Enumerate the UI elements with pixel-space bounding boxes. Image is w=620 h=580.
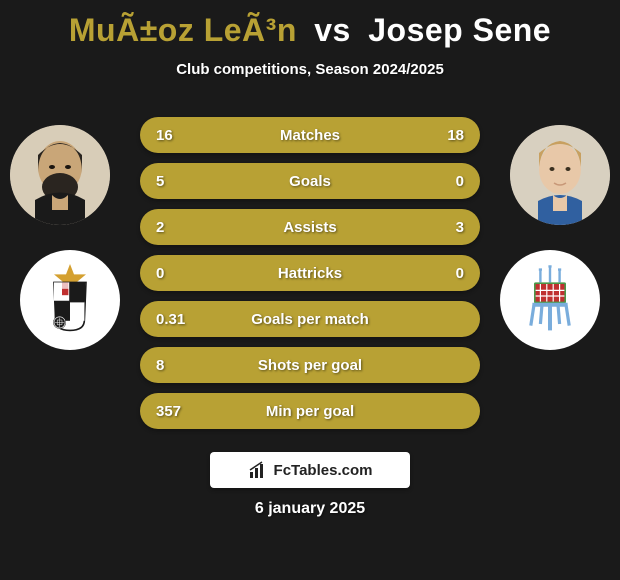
stat-row-min-per-goal: 357 Min per goal [140,393,480,429]
stat-left-value: 2 [156,219,206,236]
stat-row-assists: 2 Assists 3 [140,209,480,245]
player2-team-badge [500,250,600,350]
stat-left-value: 357 [156,403,206,420]
stat-left-value: 8 [156,357,206,374]
stat-label: Goals per match [206,311,414,328]
stat-label: Hattricks [206,265,414,282]
player2-name: Josep Sene [368,12,551,48]
date-label: 6 january 2025 [255,500,365,518]
stat-label: Min per goal [206,403,414,420]
brand-box: FcTables.com [210,452,410,488]
stat-label: Goals [206,173,414,190]
stat-row-goals: 5 Goals 0 [140,163,480,199]
stat-left-value: 16 [156,127,206,144]
stats-area: 16 Matches 18 5 Goals 0 2 Assists 3 0 Ha… [140,117,480,439]
stat-row-hattricks: 0 Hattricks 0 [140,255,480,291]
stat-right-value: 3 [414,219,464,236]
stat-left-value: 0 [156,265,206,282]
stat-right-value: 18 [414,127,464,144]
stat-label: Matches [206,127,414,144]
comparison-title: MuÃ±oz LeÃ³n vs Josep Sene [0,0,620,49]
stat-left-value: 5 [156,173,206,190]
stat-row-matches: 16 Matches 18 [140,117,480,153]
brand-chart-icon [248,460,268,480]
comparison-card: MuÃ±oz LeÃ³n vs Josep Sene Club competit… [0,0,620,580]
player1-name: MuÃ±oz LeÃ³n [69,12,297,48]
stat-right-value: 0 [414,173,464,190]
brand-text: FcTables.com [274,462,373,479]
subtitle: Club competitions, Season 2024/2025 [0,61,620,78]
stat-row-goals-per-match: 0.31 Goals per match [140,301,480,337]
stat-label: Shots per goal [206,357,414,374]
player1-team-badge [20,250,120,350]
stat-label: Assists [206,219,414,236]
stat-right-value: 0 [414,265,464,282]
player1-avatar [10,125,110,225]
player2-avatar [510,125,610,225]
vs-label: vs [314,12,351,48]
stat-left-value: 0.31 [156,311,206,328]
stat-row-shots-per-goal: 8 Shots per goal [140,347,480,383]
